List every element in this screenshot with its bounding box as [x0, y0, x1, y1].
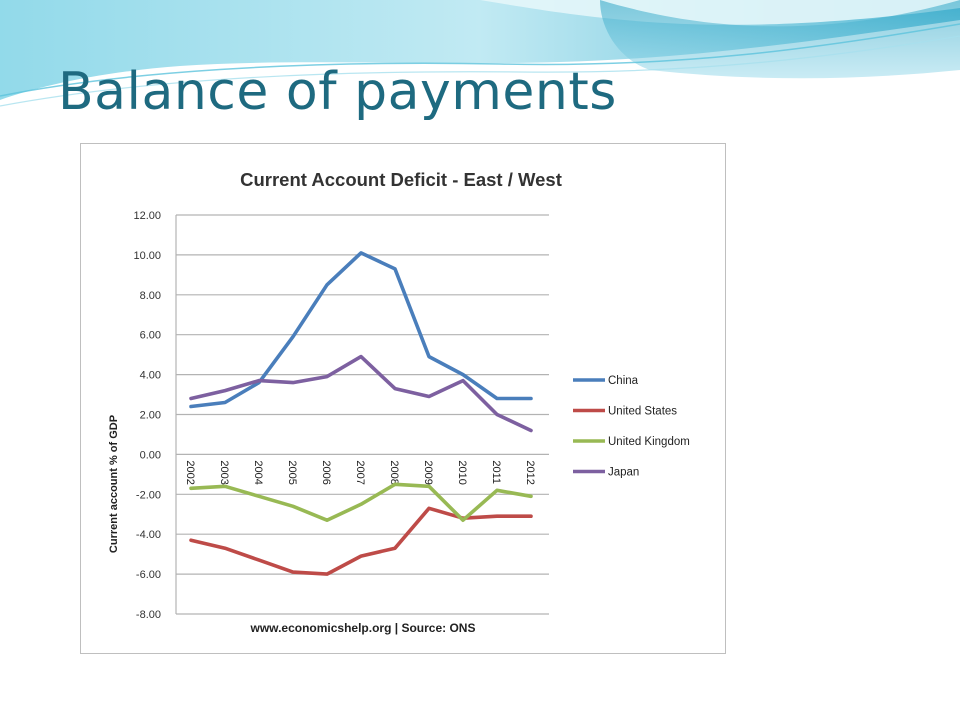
chart-container: Current Account Deficit - East / West 12…: [80, 143, 726, 654]
line-chart: Current Account Deficit - East / West 12…: [108, 169, 690, 635]
y-axis-ticks: 12.00 10.00 8.00 6.00 4.00 2.00 0.00 -2.00 -4.00…: [133, 210, 161, 621]
legend-label: Japan: [608, 467, 639, 479]
x-tick-label: 2009: [422, 460, 434, 484]
legend-label: United Kingdom: [608, 436, 690, 448]
x-tick-label: 2004: [252, 460, 264, 484]
slide-wave-decoration: [0, 0, 960, 107]
y-tick-label: -8.00: [136, 609, 161, 621]
y-tick-label: 12.00: [133, 210, 161, 222]
chart-title: Current Account Deficit - East / West: [240, 169, 562, 190]
series-line-united-kingdom: [189, 482, 533, 523]
x-tick-label: 2011: [490, 460, 502, 484]
y-tick-label: 8.00: [140, 290, 161, 302]
legend-label: United States: [608, 406, 677, 418]
y-tick-label: -2.00: [136, 489, 161, 501]
y-tick-label: -4.00: [136, 529, 161, 541]
x-tick-label: 2010: [456, 460, 468, 484]
y-tick-label: 10.00: [133, 250, 161, 262]
x-tick-label: 2006: [320, 460, 332, 484]
x-tick-label: 2012: [524, 460, 536, 484]
x-axis-ticks: 2002 2003 2004 2005 2006 2007 2008 2009 2010 2011…: [184, 460, 536, 484]
x-tick-label: 2005: [286, 460, 298, 484]
y-tick-label: -6.00: [136, 569, 161, 581]
legend: China United States United Kingdom Japan: [573, 375, 690, 479]
legend-label: China: [608, 375, 639, 387]
y-tick-label: 4.00: [140, 370, 161, 382]
chart-source-note: www.economicshelp.org | Source: ONS: [250, 621, 476, 635]
x-tick-label: 2003: [218, 460, 230, 484]
series-lines: [189, 251, 533, 576]
slide-title: Balance of payments: [58, 62, 617, 122]
x-tick-label: 2008: [388, 460, 400, 484]
y-tick-label: 6.00: [140, 330, 161, 342]
x-tick-label: 2002: [184, 460, 196, 484]
series-line-united-states: [189, 506, 533, 576]
y-tick-label: 0.00: [140, 449, 161, 461]
gridlines: [175, 214, 549, 615]
series-line-china: [189, 251, 533, 409]
x-tick-label: 2007: [354, 460, 366, 484]
y-axis-title: Current account % of GDP: [108, 415, 120, 553]
series-line-japan: [189, 354, 533, 433]
y-tick-label: 2.00: [140, 410, 161, 422]
